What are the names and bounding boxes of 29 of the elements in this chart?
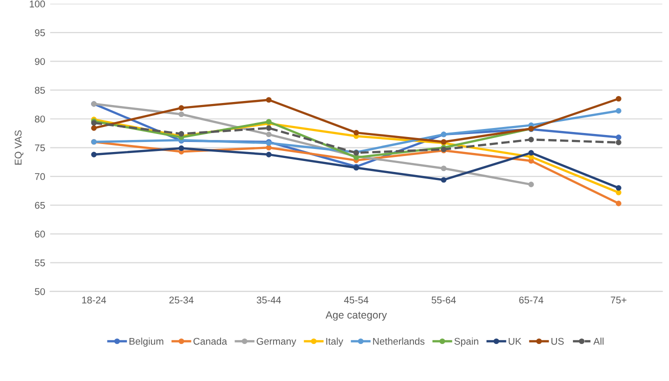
- x-tick-label: 65-74: [519, 296, 544, 304]
- x-tick-label: 45-54: [344, 296, 368, 304]
- legend-label: Spain: [454, 338, 478, 347]
- legend-label: Netherlands: [373, 338, 424, 345]
- legend-label: Germany: [256, 338, 296, 347]
- legend-label: All: [593, 338, 604, 345]
- x-tick-label: 55-64: [432, 296, 456, 304]
- y-tick-label: 50: [34, 288, 45, 296]
- y-tick-label: 55: [34, 260, 45, 266]
- legend-label: Canada: [194, 338, 228, 345]
- legend-label: UK: [508, 338, 522, 345]
- x-tick-label: 18-24: [82, 296, 106, 304]
- legend-label: Italy: [326, 338, 344, 347]
- legend-label: US: [551, 338, 564, 345]
- x-tick-label: 35-44: [256, 296, 281, 304]
- x-tick-label: 25-34: [169, 296, 194, 304]
- x-axis-title: Age category: [326, 311, 387, 321]
- y-axis-title: EQ VAS: [14, 130, 24, 165]
- legend-label: Belgium: [130, 338, 164, 347]
- y-tick-label: 60: [34, 230, 45, 238]
- y-tick-label: 85: [34, 86, 45, 94]
- y-tick-label: 100: [30, 0, 45, 8]
- y-tick-label: 70: [35, 173, 45, 180]
- x-tick-label: 75+: [610, 296, 626, 304]
- y-tick-label: 65: [34, 202, 45, 209]
- y-tick-label: 95: [34, 29, 45, 36]
- y-tick-label: 80: [34, 116, 45, 122]
- y-tick-label: 90: [34, 58, 45, 65]
- y-tick-label: 75: [35, 144, 45, 152]
